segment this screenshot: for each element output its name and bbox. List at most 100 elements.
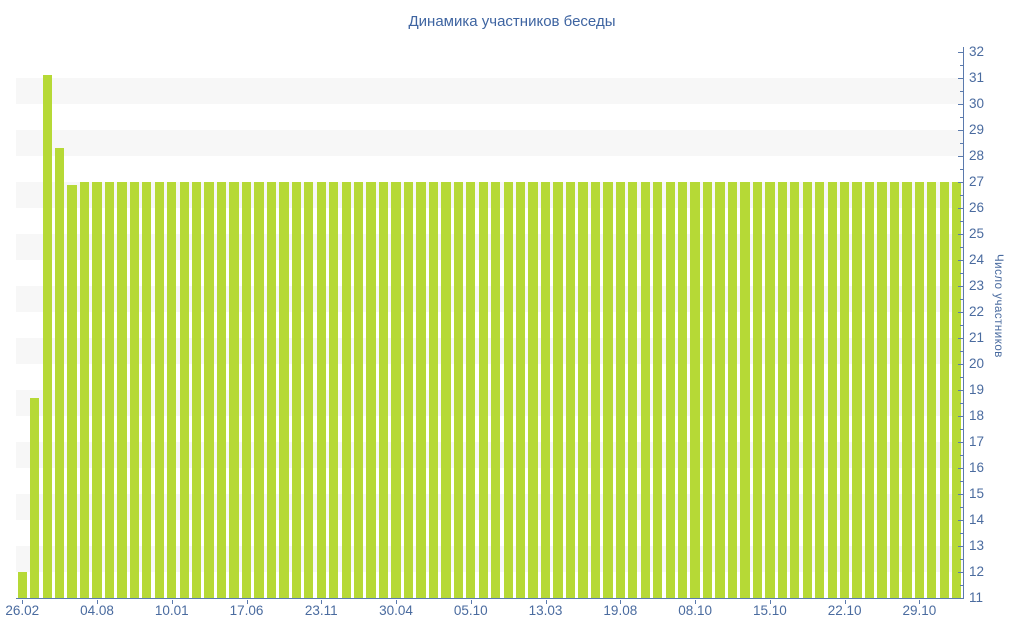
bar — [902, 182, 912, 598]
bar — [42, 75, 52, 598]
bar — [478, 182, 488, 598]
y-tick-label: 32 — [969, 44, 985, 59]
bar — [329, 182, 339, 598]
bar — [740, 182, 750, 598]
y-minor-tick — [960, 428, 963, 430]
bar — [266, 182, 277, 598]
x-tick — [396, 600, 398, 604]
y-minor-tick — [960, 142, 963, 144]
bar — [640, 182, 650, 598]
bar — [30, 397, 40, 598]
bar — [839, 182, 850, 598]
y-tick-label: 12 — [969, 564, 985, 579]
y-minor-tick — [960, 480, 963, 482]
x-tick — [844, 600, 846, 604]
y-minor-tick — [960, 272, 963, 274]
x-tick — [695, 600, 697, 604]
y-tick — [958, 155, 963, 157]
x-tick — [246, 600, 248, 604]
bar — [727, 182, 738, 598]
plot-area: 11 12 13 14 15 16 17 18 19 20 21 22 23 24 25 26 27 28 29 30… — [5, 44, 984, 618]
x-tick — [620, 600, 622, 604]
bar — [167, 182, 177, 598]
y-tick — [958, 597, 963, 599]
y-tick — [958, 467, 963, 469]
y-tick-label: 30 — [969, 96, 985, 111]
bar — [952, 182, 962, 598]
y-minor-tick — [960, 90, 963, 92]
bar — [927, 182, 937, 598]
y-tick-label: 27 — [969, 174, 985, 189]
x-tick-label: 26.02 — [5, 603, 40, 618]
y-tick-label: 20 — [969, 356, 985, 371]
grid-band — [16, 130, 963, 156]
y-tick-label: 31 — [969, 70, 985, 85]
bar — [79, 182, 90, 598]
y-tick — [958, 103, 963, 105]
bar — [54, 148, 65, 598]
bar — [528, 182, 538, 598]
bar — [802, 182, 812, 598]
y-minor-tick — [960, 324, 963, 326]
y-tick-label: 13 — [969, 538, 985, 553]
y-tick — [958, 207, 963, 209]
y-tick-label: 16 — [969, 460, 985, 475]
bar — [553, 182, 563, 598]
bar — [254, 182, 264, 598]
bar — [752, 182, 763, 598]
y-tick — [958, 441, 963, 443]
x-tick-label: 04.08 — [80, 603, 114, 618]
bar — [204, 182, 214, 598]
bar — [540, 182, 551, 598]
bar — [316, 182, 326, 598]
y-minor-tick — [960, 116, 963, 118]
bar — [216, 182, 227, 598]
y-tick-label: 19 — [969, 382, 985, 397]
x-tick — [470, 600, 472, 604]
x-tick — [545, 600, 547, 604]
y-tick — [958, 571, 963, 573]
bar — [453, 182, 463, 598]
bar — [466, 182, 476, 598]
y-tick-label: 22 — [969, 304, 985, 319]
bar — [129, 182, 140, 598]
y-tick-label: 18 — [969, 408, 985, 423]
y-tick — [958, 51, 963, 53]
y-tick-label: 28 — [969, 148, 985, 163]
bar — [17, 572, 27, 598]
y-tick — [958, 545, 963, 547]
x-tick-label: 10.01 — [154, 603, 189, 618]
bar — [391, 182, 401, 598]
y-minor-tick — [960, 506, 963, 508]
bar — [603, 182, 613, 598]
bar — [179, 182, 189, 598]
x-tick-label: 23.11 — [304, 603, 338, 618]
bar — [877, 182, 887, 598]
y-tick — [958, 285, 963, 287]
x-tick-label: 13.03 — [528, 603, 563, 618]
x-tick-label: 30.04 — [379, 603, 413, 618]
y-tick-label: 29 — [969, 122, 985, 137]
y-tick — [958, 415, 963, 417]
bar — [441, 182, 451, 598]
x-tick-label: 19.08 — [603, 603, 638, 618]
x-tick — [769, 600, 771, 604]
y-axis-title: Число участников — [992, 254, 1004, 358]
bar — [827, 182, 837, 598]
y-tick — [958, 493, 963, 495]
y-tick-label: 23 — [969, 278, 985, 293]
bar — [590, 182, 601, 598]
y-tick — [958, 233, 963, 235]
x-tick-label: 05.10 — [453, 603, 488, 618]
grid-band — [16, 78, 963, 104]
bar — [403, 182, 414, 598]
y-tick — [958, 389, 963, 391]
bar — [92, 182, 102, 598]
y-minor-tick — [960, 376, 963, 378]
x-tick — [919, 600, 921, 604]
y-tick-label: 25 — [969, 226, 985, 241]
bar — [578, 182, 588, 598]
y-tick — [958, 259, 963, 261]
bar — [117, 182, 127, 598]
